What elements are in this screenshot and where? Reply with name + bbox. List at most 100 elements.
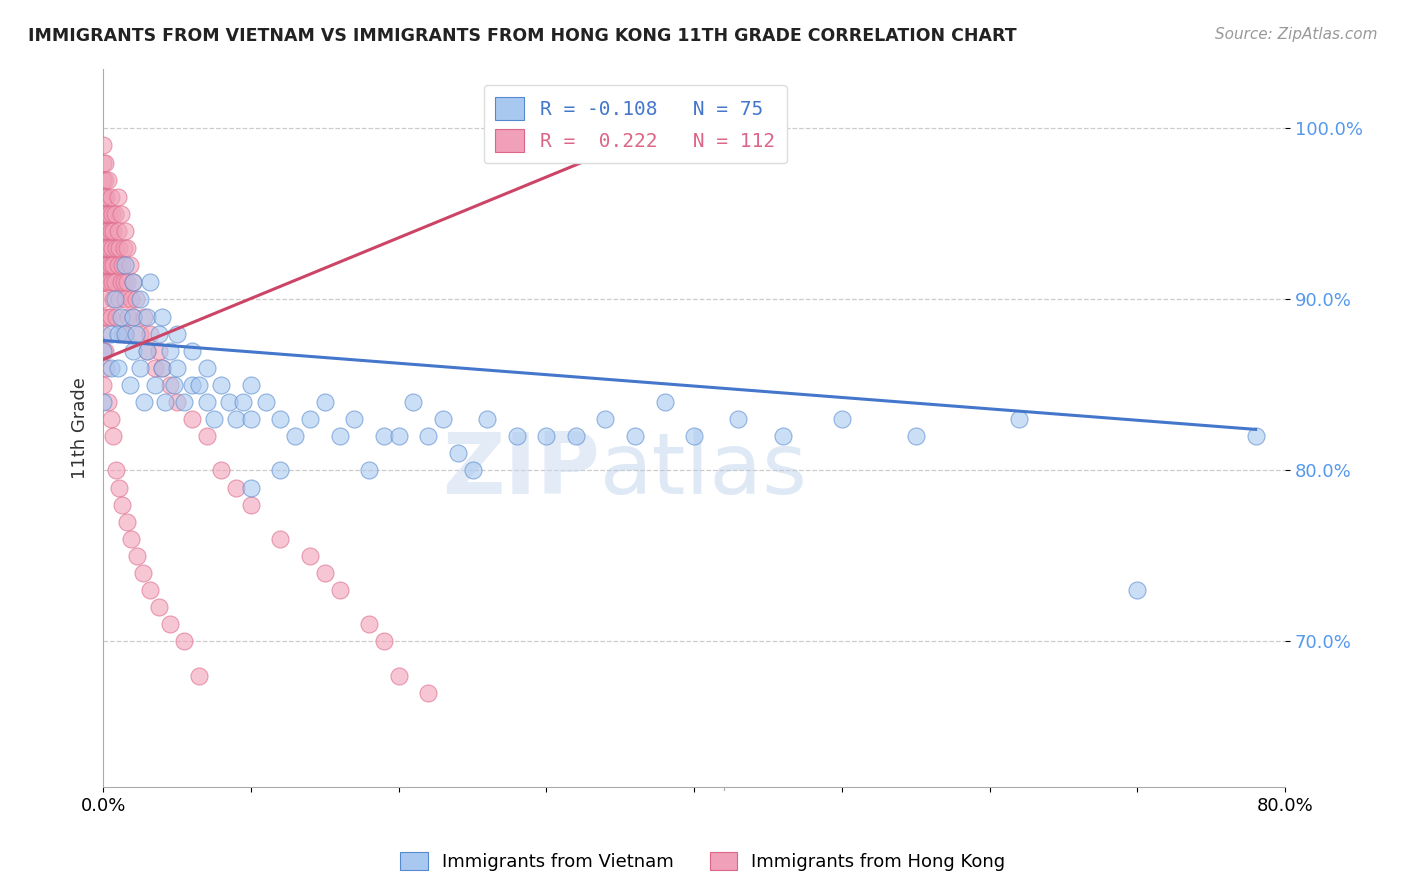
- Point: [94, 275, 117, 289]
- Point: [180, 378, 202, 392]
- Point: [136, 343, 159, 358]
- Point: [127, 549, 149, 563]
- Legend: R = -0.108   N = 75, R =  0.222   N = 112: R = -0.108 N = 75, R = 0.222 N = 112: [484, 86, 786, 163]
- Point: [1126, 583, 1149, 598]
- Point: [506, 429, 529, 443]
- Point: [105, 310, 128, 324]
- Point: [239, 481, 262, 495]
- Point: [115, 241, 138, 255]
- Point: [595, 412, 617, 426]
- Point: [120, 293, 142, 307]
- Point: [107, 326, 129, 341]
- Point: [104, 293, 127, 307]
- Point: [148, 343, 170, 358]
- Point: [232, 395, 254, 409]
- Point: [97, 172, 120, 186]
- Text: Source: ZipAtlas.com: Source: ZipAtlas.com: [1215, 27, 1378, 42]
- Point: [110, 310, 132, 324]
- Point: [93, 155, 115, 169]
- Point: [624, 429, 647, 443]
- Point: [115, 275, 138, 289]
- Point: [150, 310, 173, 324]
- Point: [91, 155, 114, 169]
- Text: atlas: atlas: [599, 429, 807, 512]
- Point: [188, 378, 211, 392]
- Point: [93, 224, 115, 238]
- Point: [359, 617, 381, 632]
- Point: [100, 224, 122, 238]
- Point: [111, 498, 134, 512]
- Point: [93, 343, 115, 358]
- Point: [108, 293, 131, 307]
- Point: [188, 668, 211, 682]
- Point: [100, 412, 122, 426]
- Point: [209, 463, 232, 477]
- Point: [91, 190, 114, 204]
- Point: [180, 343, 202, 358]
- Point: [150, 360, 173, 375]
- Point: [166, 326, 188, 341]
- Point: [148, 326, 170, 341]
- Point: [94, 207, 117, 221]
- Point: [94, 241, 117, 255]
- Point: [98, 241, 121, 255]
- Point: [91, 293, 114, 307]
- Point: [132, 566, 155, 580]
- Point: [104, 275, 127, 289]
- Point: [269, 412, 291, 426]
- Point: [93, 258, 115, 272]
- Point: [101, 241, 124, 255]
- Point: [118, 258, 141, 272]
- Point: [163, 378, 186, 392]
- Point: [314, 395, 336, 409]
- Point: [91, 258, 114, 272]
- Point: [101, 275, 124, 289]
- Point: [112, 241, 135, 255]
- Point: [173, 634, 195, 648]
- Point: [111, 326, 134, 341]
- Point: [1008, 412, 1031, 426]
- Point: [225, 481, 247, 495]
- Point: [97, 310, 120, 324]
- Point: [159, 617, 181, 632]
- Point: [114, 326, 136, 341]
- Point: [388, 668, 411, 682]
- Point: [388, 429, 411, 443]
- Point: [91, 172, 114, 186]
- Point: [91, 241, 114, 255]
- Point: [418, 686, 440, 700]
- Point: [91, 241, 114, 255]
- Point: [100, 190, 122, 204]
- Point: [93, 172, 115, 186]
- Point: [166, 360, 188, 375]
- Point: [91, 138, 114, 153]
- Point: [831, 412, 853, 426]
- Point: [225, 412, 247, 426]
- Point: [269, 532, 291, 546]
- Point: [121, 275, 143, 289]
- Point: [134, 395, 156, 409]
- Point: [115, 515, 138, 529]
- Point: [343, 412, 366, 426]
- Point: [91, 395, 114, 409]
- Point: [118, 378, 141, 392]
- Point: [402, 395, 425, 409]
- Point: [107, 224, 129, 238]
- Point: [683, 429, 706, 443]
- Point: [91, 275, 114, 289]
- Point: [373, 634, 395, 648]
- Point: [124, 293, 146, 307]
- Point: [91, 224, 114, 238]
- Point: [536, 429, 558, 443]
- Point: [121, 310, 143, 324]
- Point: [91, 343, 114, 358]
- Point: [447, 446, 470, 460]
- Point: [136, 310, 159, 324]
- Point: [114, 258, 136, 272]
- Point: [136, 343, 159, 358]
- Legend: Immigrants from Vietnam, Immigrants from Hong Kong: Immigrants from Vietnam, Immigrants from…: [394, 845, 1012, 879]
- Point: [91, 190, 114, 204]
- Point: [105, 463, 128, 477]
- Point: [461, 463, 484, 477]
- Point: [148, 600, 170, 615]
